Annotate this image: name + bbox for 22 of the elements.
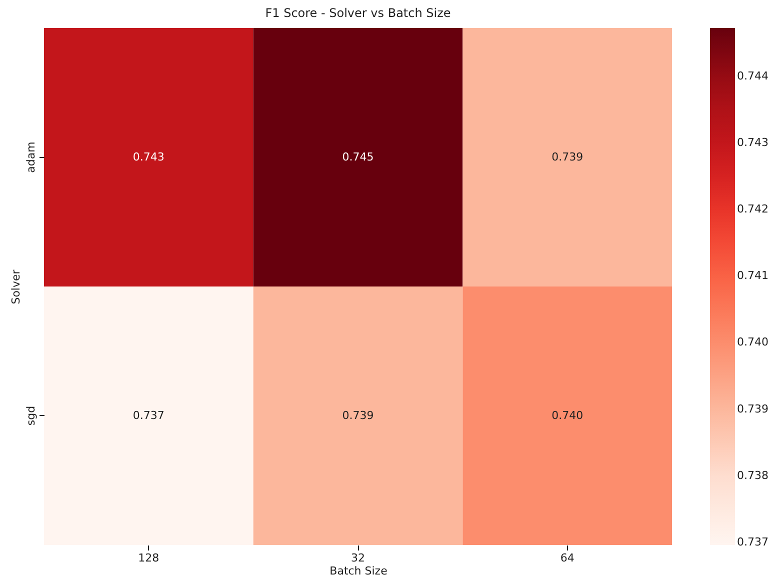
color-bar-label: 0.737	[737, 535, 768, 548]
color-bar-label: 0.739	[737, 402, 768, 416]
y-tick-label: sgd	[24, 406, 38, 426]
chart-title: F1 Score - Solver vs Batch Size	[265, 6, 451, 20]
data-label: 0.740	[552, 408, 584, 422]
color-bar-label: 0.740	[737, 336, 768, 349]
x-axis-title: Batch Size	[330, 564, 388, 578]
color-bar-label: 0.742	[737, 202, 768, 216]
data-label: 0.739	[552, 150, 584, 164]
color-bar-label: 0.738	[737, 468, 768, 482]
y-axis-title: Solver	[10, 269, 22, 304]
x-tick-label: 128	[138, 552, 160, 564]
data-label: 0.743	[132, 150, 164, 164]
data-label: 0.739	[342, 408, 374, 422]
data-label: 0.745	[342, 150, 374, 164]
color-bar-label: 0.741	[737, 269, 768, 282]
x-tick-label: 32	[351, 552, 365, 564]
y-tick-label: adam	[24, 142, 38, 173]
color-bar-label: 0.743	[737, 136, 768, 150]
color-bar-label: 0.744	[737, 70, 768, 83]
data-label: 0.737	[132, 408, 164, 422]
x-tick-label: 64	[560, 552, 574, 564]
